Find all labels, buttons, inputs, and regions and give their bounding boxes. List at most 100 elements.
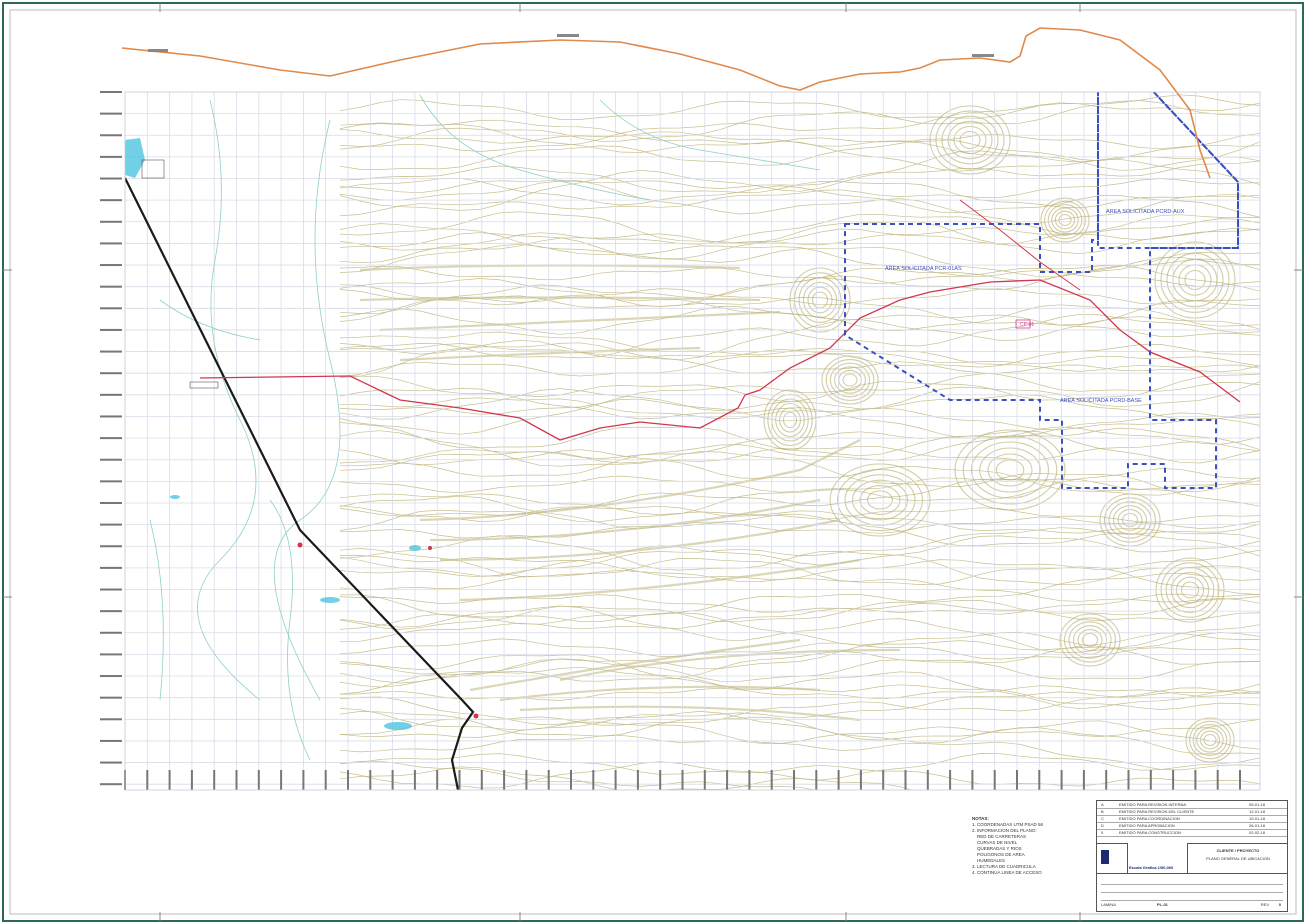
northing-tick (100, 501, 122, 504)
easting-tick (369, 770, 372, 790)
northing-labels (100, 91, 122, 786)
contour-line (339, 177, 1260, 218)
easting-tick (748, 770, 751, 790)
easting-tick (570, 770, 572, 790)
northing-tick (100, 372, 122, 375)
easting-tick (458, 770, 461, 790)
contour-line (340, 397, 1260, 431)
hill-contour (987, 453, 1033, 487)
northing-tick (100, 91, 122, 93)
contour-line (339, 278, 1260, 330)
easting-tick (503, 770, 506, 790)
contour-line (339, 373, 1260, 420)
hill-contour (834, 366, 866, 394)
note-line: RED DE CARRETERAS (972, 834, 1027, 839)
valley-streak (429, 498, 821, 542)
easting-tick (436, 770, 439, 790)
hill-contour (941, 115, 999, 165)
easting-tick (190, 770, 193, 790)
contour-line (339, 94, 1260, 150)
access-road-red (199, 279, 1241, 441)
easting-tick (592, 770, 595, 790)
northing-tick (100, 653, 122, 656)
easting-tick (837, 770, 840, 790)
northing-tick (100, 350, 122, 353)
revision-desc: EMITIDO PARA APROBACION (1119, 823, 1175, 828)
northing-tick (100, 415, 122, 418)
northing-tick (100, 631, 122, 634)
contour-line (339, 299, 1260, 378)
sheet-row-2 (1101, 886, 1283, 893)
main-road (125, 177, 475, 790)
water-bodies (125, 138, 421, 730)
site-marker-label: CP-01 (1020, 322, 1034, 328)
northing-tick (100, 675, 122, 678)
hill-contour (844, 474, 916, 526)
easting-tick (904, 770, 907, 790)
revision-id: B (1101, 809, 1104, 814)
contour-line (339, 119, 1260, 163)
frame-ticks (3, 3, 1303, 921)
easting-tick (971, 770, 974, 790)
easting-tick (659, 770, 662, 790)
hill-contour (1059, 613, 1121, 667)
contour-line (339, 343, 1260, 367)
valley-streak (419, 439, 861, 522)
hill-contour (1081, 632, 1099, 648)
sheet-row-3 (1101, 894, 1283, 901)
contour-line (339, 523, 1260, 578)
easting-tick (1239, 770, 1241, 790)
northing-tick (100, 264, 122, 267)
note-line: 3. LECTURA DE CUADRICULA (972, 864, 1036, 869)
contour-line (339, 223, 1260, 292)
northing-tick (100, 588, 122, 591)
northing-tick (100, 480, 122, 483)
northing-tick (100, 566, 122, 569)
contour-line (339, 495, 1260, 557)
hill-contour (1160, 562, 1220, 618)
hill-contour (802, 281, 838, 319)
easting-labels (124, 770, 1241, 790)
notes-block: NOTAS: 1. COORDENADAS UTM PSAD 56 2. INFO… (972, 816, 1087, 886)
easting-tick (949, 770, 952, 790)
contour-line (339, 211, 1260, 255)
northing-tick (100, 739, 122, 742)
contour-line (339, 232, 1260, 278)
contour-line (339, 593, 1260, 643)
valley-streak (379, 310, 781, 332)
coordinate-grid (125, 92, 1260, 790)
revision-row: C EMITIDO PARA COORDINACION 19-01-18 (1097, 815, 1287, 823)
hill-contour (935, 110, 1005, 170)
contour-line (339, 214, 1260, 273)
hill-contour (1170, 571, 1210, 609)
note-line: 4. CONTINUA LINEA DE ACCESO (972, 870, 1042, 875)
contour-line (339, 596, 1260, 630)
hill-contour (1180, 581, 1200, 599)
easting-tick (1127, 770, 1130, 790)
contour-lines (339, 94, 1260, 790)
hill-contour (1155, 557, 1225, 623)
revision-desc: EMITIDO PARA REVISION INTERNA (1119, 802, 1187, 807)
note-line: POLIGONOS DE AREA (972, 852, 1025, 857)
easting-tick (726, 770, 729, 790)
easting-tick (324, 770, 327, 790)
hill-contour (929, 105, 1011, 175)
contour-line (339, 422, 1260, 464)
revision-row: D EMITIDO PARA APROBACION 26-01-18 (1097, 822, 1287, 830)
note-line: 2. INFORMACION DEL PLANO: (972, 828, 1037, 833)
northing-tick (100, 718, 122, 721)
easting-tick (1149, 770, 1152, 790)
sheet-row-1 (1101, 878, 1283, 885)
notes-lines: 1. COORDENADAS UTM PSAD 56 2. INFORMACION… (972, 822, 1087, 876)
hill-contour (1175, 576, 1205, 604)
contour-line (339, 178, 1260, 217)
contour-line (339, 632, 1260, 695)
contour-line (339, 468, 1260, 531)
contour-line (339, 227, 1260, 251)
pipeline-km-marks (148, 34, 994, 57)
logo-box (1097, 843, 1128, 874)
hill-contour (851, 479, 909, 521)
contour-line (339, 493, 1260, 540)
revision-id: D (1101, 823, 1104, 828)
